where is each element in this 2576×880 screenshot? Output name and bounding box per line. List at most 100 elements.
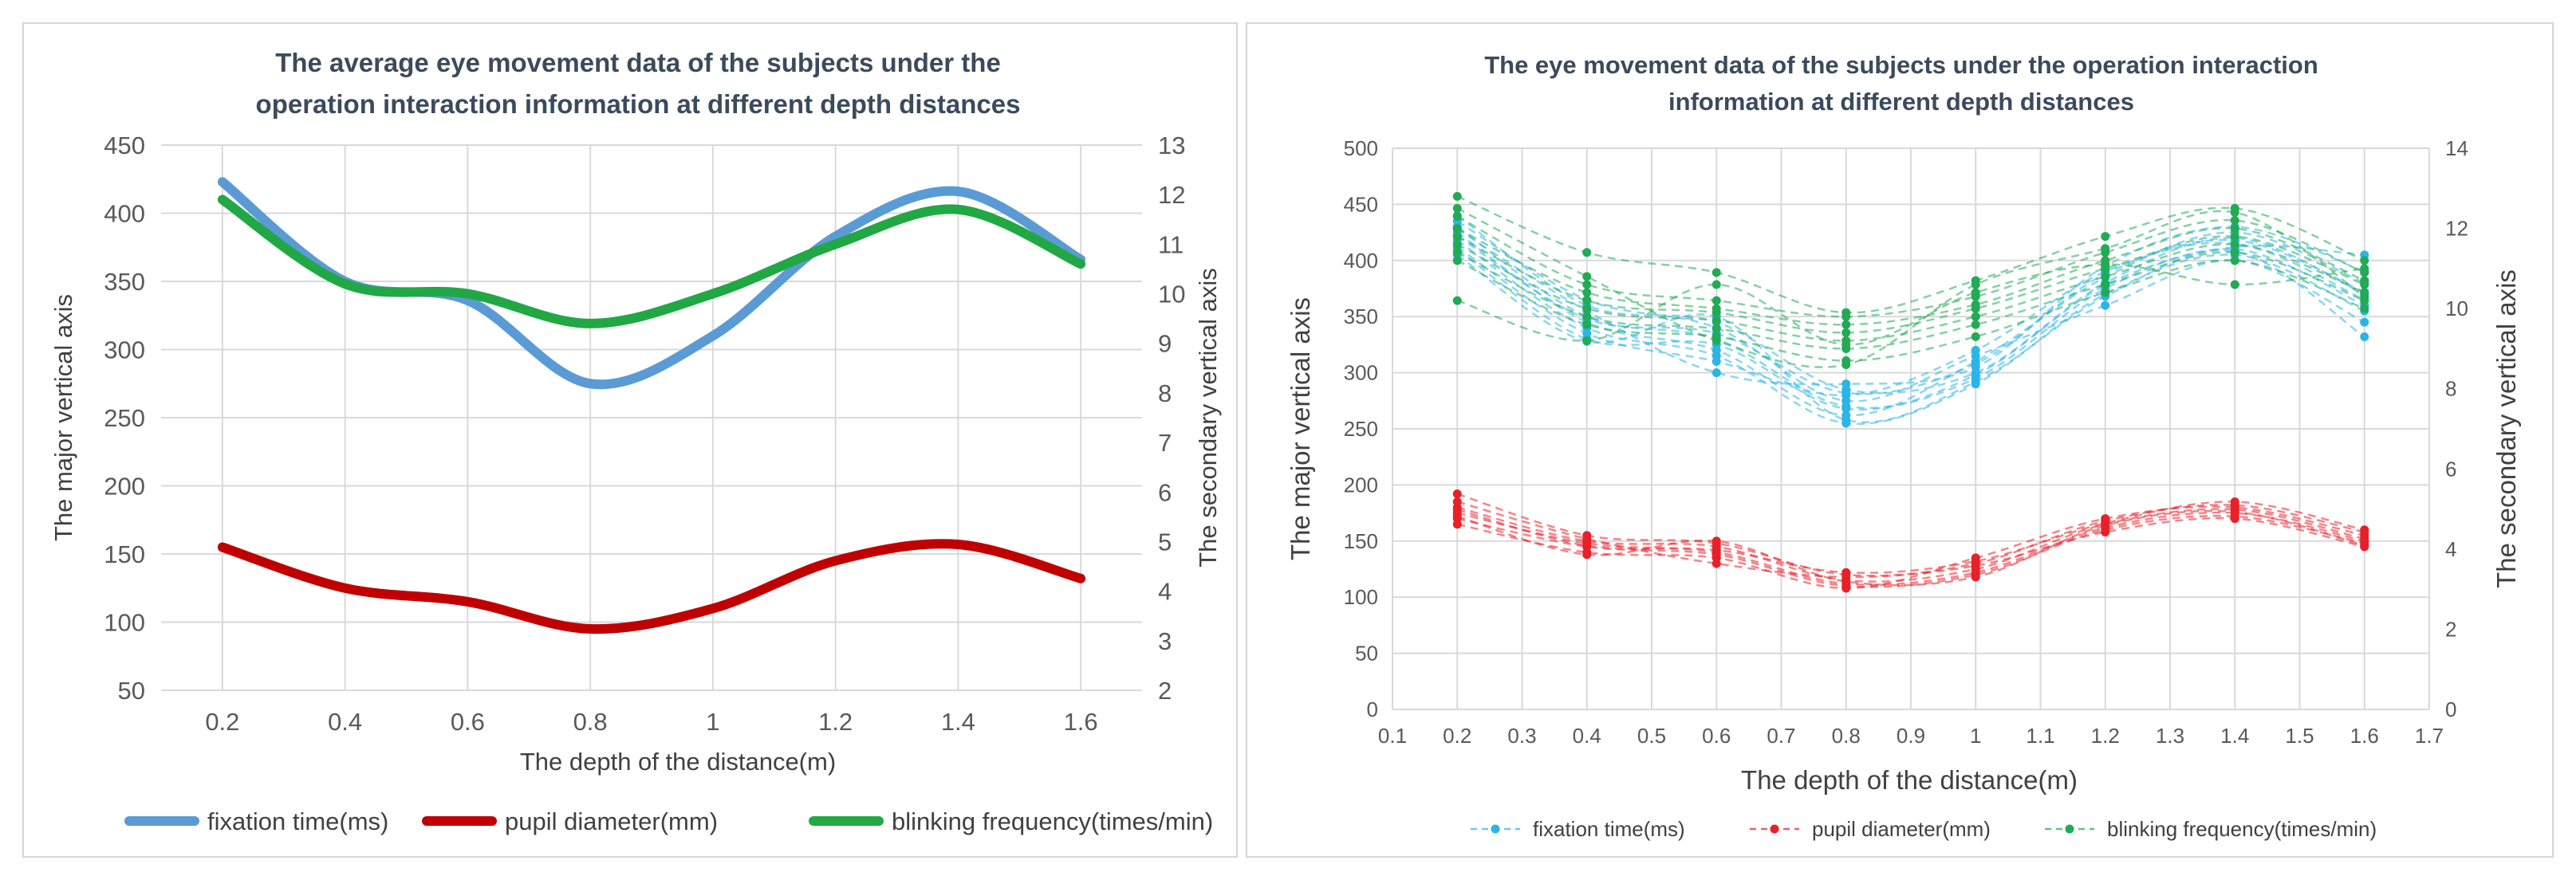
data-point bbox=[1841, 404, 1851, 414]
y-tick-label: 300 bbox=[104, 336, 145, 364]
legend-label: pupil diameter(mm) bbox=[1812, 817, 1991, 841]
data-point bbox=[2360, 264, 2369, 273]
data-point bbox=[1711, 280, 1721, 289]
y-tick-label: 350 bbox=[104, 268, 145, 296]
data-point bbox=[1841, 320, 1851, 329]
data-point bbox=[1711, 324, 1721, 333]
data-point bbox=[1971, 359, 1980, 368]
y2-tick-label: 4 bbox=[1158, 578, 1172, 606]
subject-series-line bbox=[1456, 195, 2365, 314]
data-point bbox=[2230, 224, 2239, 234]
y2-tick-label: 6 bbox=[2445, 457, 2456, 481]
x-axis-title: The depth of the distance(m) bbox=[520, 748, 836, 776]
x-tick-label: 0.8 bbox=[573, 708, 608, 736]
subject-series-line bbox=[1457, 511, 2365, 586]
data-point bbox=[2230, 497, 2239, 507]
subject-series-line bbox=[1456, 263, 2365, 346]
data-point bbox=[1841, 415, 1851, 425]
data-point bbox=[1582, 550, 1592, 560]
x-tick-label: 1.4 bbox=[2220, 724, 2249, 748]
average-eye-movement-chart: The average eye movement data of the sub… bbox=[49, 48, 1222, 835]
y2-axis-title: The secondary vertical axis bbox=[2491, 269, 2521, 588]
data-point bbox=[1971, 280, 1980, 289]
data-point bbox=[2101, 232, 2110, 242]
data-point bbox=[1841, 379, 1851, 389]
average-eye-movement-chart-panel: The average eye movement data of the sub… bbox=[22, 22, 1238, 858]
y-tick-label: 400 bbox=[104, 200, 145, 228]
y2-tick-label: 12 bbox=[1158, 181, 1185, 209]
x-tick-label: 0.4 bbox=[1573, 724, 1601, 748]
data-point bbox=[1971, 370, 1980, 379]
x-tick-label: 0.9 bbox=[1897, 724, 1925, 748]
legend-label: fixation time(ms) bbox=[1533, 817, 1685, 841]
data-point bbox=[1711, 368, 1721, 378]
data-point bbox=[2230, 514, 2239, 524]
x-tick-label: 1.5 bbox=[2285, 724, 2314, 748]
data-point bbox=[1582, 336, 1592, 345]
x-tick-label: 1.2 bbox=[2091, 724, 2120, 748]
y-tick-label: 150 bbox=[104, 540, 145, 568]
data-point bbox=[1452, 512, 1462, 521]
x-axis-title: The depth of the distance(m) bbox=[1741, 765, 2078, 795]
data-point bbox=[2101, 521, 2110, 530]
subject-series-line bbox=[1456, 226, 2365, 386]
x-tick-label: 1.7 bbox=[2415, 724, 2444, 748]
x-tick-label: 1.6 bbox=[2350, 724, 2379, 748]
subject-series-line bbox=[1456, 239, 2365, 425]
data-point bbox=[2230, 256, 2239, 265]
data-point bbox=[2101, 260, 2110, 269]
y2-axis-title: The secondary vertical axis bbox=[1194, 268, 1222, 568]
y-tick-label: 200 bbox=[1344, 473, 1378, 497]
data-point bbox=[2230, 232, 2239, 242]
y-tick-label: 350 bbox=[1344, 304, 1378, 328]
x-tick-label: 0.5 bbox=[1637, 724, 1666, 748]
legend-label: pupil diameter(mm) bbox=[505, 807, 718, 835]
data-point bbox=[1841, 312, 1851, 321]
chart-title-line: information at different depth distances bbox=[1668, 88, 2134, 116]
data-point bbox=[1452, 203, 1462, 213]
y2-tick-label: 9 bbox=[1158, 330, 1172, 358]
y-tick-label: 200 bbox=[104, 473, 145, 501]
y-tick-label: 450 bbox=[1344, 192, 1378, 216]
data-point bbox=[1711, 296, 1721, 305]
y-tick-label: 0 bbox=[1367, 697, 1378, 721]
data-point bbox=[1582, 304, 1592, 313]
data-point bbox=[1971, 320, 1980, 329]
legend-label: fixation time(ms) bbox=[207, 807, 388, 835]
data-point bbox=[1452, 505, 1462, 514]
chart-title-line: operation interaction information at dif… bbox=[256, 89, 1021, 119]
data-point bbox=[1841, 328, 1851, 337]
data-point bbox=[1582, 248, 1592, 257]
subject-series-line bbox=[1456, 214, 2365, 395]
data-point bbox=[2360, 256, 2369, 265]
x-tick-label: 0.8 bbox=[1832, 724, 1861, 748]
data-point bbox=[1971, 312, 1980, 321]
data-point bbox=[1582, 320, 1592, 329]
y2-tick-label: 7 bbox=[1158, 429, 1172, 457]
subject-eye-movement-chart: The eye movement data of the subjects un… bbox=[1286, 51, 2521, 841]
x-tick-label: 1.1 bbox=[2026, 724, 2054, 748]
legend-marker bbox=[2065, 824, 2074, 834]
data-point bbox=[2230, 240, 2239, 249]
data-point bbox=[1452, 232, 1462, 242]
chart-title-line: The average eye movement data of the sub… bbox=[275, 48, 1001, 77]
y2-tick-label: 0 bbox=[2445, 697, 2456, 721]
data-point bbox=[1841, 340, 1851, 349]
x-tick-label: 1.4 bbox=[941, 708, 975, 736]
data-point bbox=[1711, 308, 1721, 317]
data-point bbox=[2360, 540, 2369, 550]
y2-tick-label: 10 bbox=[1158, 281, 1185, 308]
data-point bbox=[2360, 292, 2369, 301]
y-tick-label: 500 bbox=[1344, 136, 1378, 160]
data-point bbox=[1841, 360, 1851, 370]
subject-series-line bbox=[1456, 215, 2365, 318]
data-point bbox=[2360, 317, 2369, 327]
x-tick-label: 0.2 bbox=[1443, 724, 1471, 748]
x-tick-label: 1 bbox=[706, 708, 719, 736]
x-tick-label: 0.1 bbox=[1378, 724, 1407, 748]
x-tick-label: 0.7 bbox=[1767, 724, 1795, 748]
y-tick-label: 100 bbox=[1344, 585, 1378, 609]
data-point bbox=[1452, 520, 1462, 529]
data-point bbox=[2101, 280, 2110, 289]
y2-tick-label: 8 bbox=[2445, 377, 2456, 401]
